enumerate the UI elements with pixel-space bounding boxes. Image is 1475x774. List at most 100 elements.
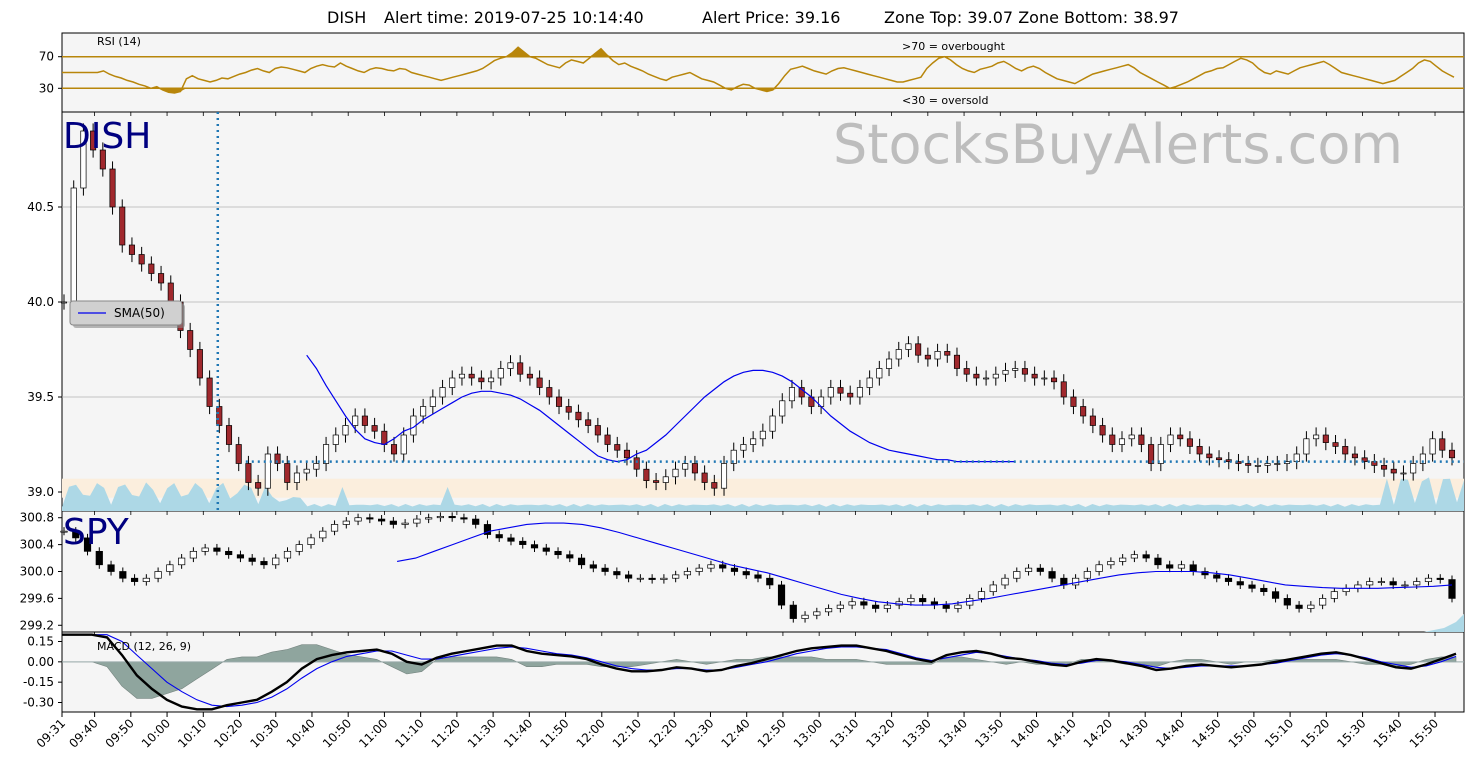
candle-body <box>1051 377 1058 383</box>
candle-body <box>721 463 728 489</box>
spy-candle-body <box>425 517 433 520</box>
candle-body <box>604 434 611 445</box>
candle-body <box>992 373 999 379</box>
spy-candle-body <box>1083 571 1091 579</box>
candle-body <box>1332 442 1339 447</box>
candle-body <box>1099 425 1106 436</box>
sma-legend: SMA(50) <box>69 300 185 328</box>
spy-candle-body <box>248 557 256 562</box>
spy-candle-body <box>1389 581 1397 586</box>
candle-body <box>555 396 563 407</box>
candle-body <box>565 406 572 413</box>
spy-candle-body <box>1177 564 1186 569</box>
candle-body <box>70 187 77 303</box>
candle-body <box>847 392 854 398</box>
candle-body <box>1342 446 1349 455</box>
title-ticker: DISH <box>327 8 366 27</box>
spy-candle-body <box>777 584 786 606</box>
candle-body <box>1118 438 1126 445</box>
spy-candle-body <box>977 591 986 599</box>
candle-body <box>1254 465 1261 467</box>
spy-sma50-line <box>397 522 1453 606</box>
y-tick-label: 300.4 <box>20 538 54 552</box>
candle-body <box>1303 438 1310 455</box>
candle-body <box>400 434 407 455</box>
title-zone: Zone Top: 39.07 Zone Bottom: 38.97 <box>884 8 1179 27</box>
candle-body <box>255 482 262 489</box>
spy-candle-body <box>366 517 374 520</box>
candle-body <box>497 368 504 379</box>
y-tick-label: 299.6 <box>20 591 54 605</box>
spy-candle-body <box>742 571 750 576</box>
spy-candle-body <box>272 557 280 566</box>
x-tick-label: 10:30 <box>248 716 282 750</box>
candle-body <box>973 373 980 379</box>
x-tick-label: 09:40 <box>66 716 100 750</box>
spy-candle-body <box>519 540 527 545</box>
rsi-panel <box>61 32 1465 113</box>
candle-body <box>643 468 650 481</box>
spy-candle-body <box>660 577 668 580</box>
x-tick-label: 14:10 <box>1045 716 1079 750</box>
spy-candle-body <box>189 550 197 559</box>
volume-area <box>62 477 1464 511</box>
spy-candle-body <box>801 614 809 619</box>
candle-body <box>759 430 766 440</box>
spy-candle-body <box>83 537 92 552</box>
candle-body <box>983 377 990 380</box>
candle-body <box>99 149 106 170</box>
y-tick-label: 39.0 <box>27 485 54 499</box>
y-tick-label: 30 <box>39 81 54 95</box>
candle-body <box>274 453 281 464</box>
rsi-layer: 30 70 <box>39 46 1464 95</box>
spy-candle-body <box>1436 577 1444 580</box>
candle-body <box>662 476 669 483</box>
spy-candle-body <box>1424 577 1433 582</box>
y-tick-label: -0.15 <box>23 675 54 689</box>
candle-body <box>1070 396 1077 407</box>
legend-box <box>69 300 183 326</box>
candle-body <box>1439 438 1446 451</box>
spy-candle-body <box>872 604 880 609</box>
candle-body <box>206 377 213 407</box>
candle-body <box>167 282 174 303</box>
x-tick-label: 11:50 <box>537 716 571 750</box>
x-tick-label: 15:00 <box>1226 716 1260 750</box>
spy-candle-body <box>954 604 962 609</box>
candle-body <box>837 387 844 394</box>
candle-body <box>934 351 941 360</box>
candle-body <box>740 444 747 451</box>
y-tick-label: 40.5 <box>27 200 54 214</box>
candle-body <box>1245 463 1252 466</box>
macd-title: MACD (12, 26, 9) <box>97 640 191 653</box>
spy-candle-body <box>413 518 421 524</box>
spy-candle-body <box>178 557 186 566</box>
y-tick-label: 300.0 <box>20 565 54 579</box>
spy-candle-body <box>1307 604 1315 609</box>
x-tick-label: 10:00 <box>139 716 173 750</box>
spy-candle-body <box>495 534 503 539</box>
macd-line <box>62 633 1457 711</box>
candle-body <box>371 425 378 432</box>
y-tick-label: -0.30 <box>23 696 54 710</box>
candle-body <box>924 354 931 360</box>
spy-candle-body <box>683 571 692 576</box>
candle-body <box>1021 368 1028 375</box>
x-tick-label: 10:40 <box>284 716 318 750</box>
spy-candle-body <box>1036 567 1044 572</box>
candle-body <box>420 406 427 417</box>
candle-body <box>148 263 155 274</box>
spy-candle-body <box>1119 557 1127 562</box>
spy-candle-body <box>283 550 292 559</box>
candle-body <box>866 377 873 388</box>
spy-candle-body <box>613 571 621 576</box>
spy-candle-body <box>507 537 515 542</box>
candle-body <box>458 373 465 379</box>
x-tick-label: 14:50 <box>1189 716 1223 750</box>
x-tick-label: 14:20 <box>1081 716 1115 750</box>
spy-candle-body <box>1095 564 1103 572</box>
candle-body <box>1177 434 1184 440</box>
x-tick-label: 12:10 <box>610 716 644 750</box>
spy-candle-body <box>625 574 633 579</box>
candle-body <box>138 254 145 265</box>
